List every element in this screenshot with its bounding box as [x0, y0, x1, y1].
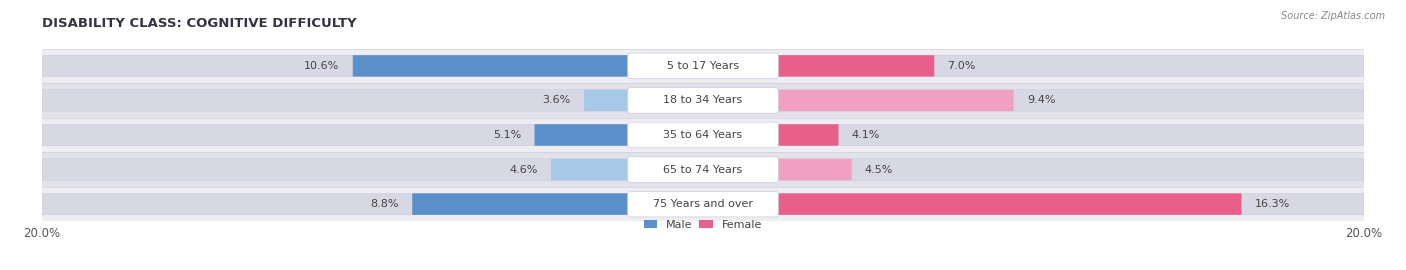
Text: 35 to 64 Years: 35 to 64 Years [664, 130, 742, 140]
Text: Source: ZipAtlas.com: Source: ZipAtlas.com [1281, 11, 1385, 21]
Bar [42, 83, 1364, 118]
FancyBboxPatch shape [353, 55, 703, 77]
Text: 5.1%: 5.1% [494, 130, 522, 140]
Text: 8.8%: 8.8% [371, 199, 399, 209]
Bar [42, 49, 1364, 83]
Legend: Male, Female: Male, Female [644, 220, 762, 230]
Text: 65 to 74 Years: 65 to 74 Years [664, 164, 742, 175]
FancyBboxPatch shape [42, 55, 1364, 77]
Text: 9.4%: 9.4% [1026, 95, 1056, 106]
FancyBboxPatch shape [412, 193, 703, 215]
FancyBboxPatch shape [627, 157, 779, 182]
Text: 18 to 34 Years: 18 to 34 Years [664, 95, 742, 106]
FancyBboxPatch shape [703, 193, 1241, 215]
FancyBboxPatch shape [551, 159, 703, 180]
Text: 4.6%: 4.6% [509, 164, 537, 175]
FancyBboxPatch shape [703, 124, 838, 146]
Bar [42, 152, 1364, 187]
FancyBboxPatch shape [42, 124, 1364, 146]
Text: 4.5%: 4.5% [865, 164, 893, 175]
FancyBboxPatch shape [627, 122, 779, 148]
FancyBboxPatch shape [42, 159, 1364, 180]
Text: 16.3%: 16.3% [1254, 199, 1291, 209]
Text: 7.0%: 7.0% [948, 61, 976, 71]
FancyBboxPatch shape [627, 53, 779, 79]
FancyBboxPatch shape [583, 90, 703, 111]
FancyBboxPatch shape [42, 90, 1364, 111]
Text: 4.1%: 4.1% [852, 130, 880, 140]
Text: 75 Years and over: 75 Years and over [652, 199, 754, 209]
Text: 10.6%: 10.6% [304, 61, 339, 71]
Text: 3.6%: 3.6% [543, 95, 571, 106]
Bar [42, 118, 1364, 152]
Bar [42, 187, 1364, 221]
FancyBboxPatch shape [703, 90, 1014, 111]
FancyBboxPatch shape [703, 55, 934, 77]
FancyBboxPatch shape [627, 191, 779, 217]
Text: DISABILITY CLASS: COGNITIVE DIFFICULTY: DISABILITY CLASS: COGNITIVE DIFFICULTY [42, 16, 357, 30]
FancyBboxPatch shape [703, 159, 852, 180]
Text: 5 to 17 Years: 5 to 17 Years [666, 61, 740, 71]
FancyBboxPatch shape [534, 124, 703, 146]
FancyBboxPatch shape [627, 88, 779, 113]
FancyBboxPatch shape [42, 193, 1364, 215]
